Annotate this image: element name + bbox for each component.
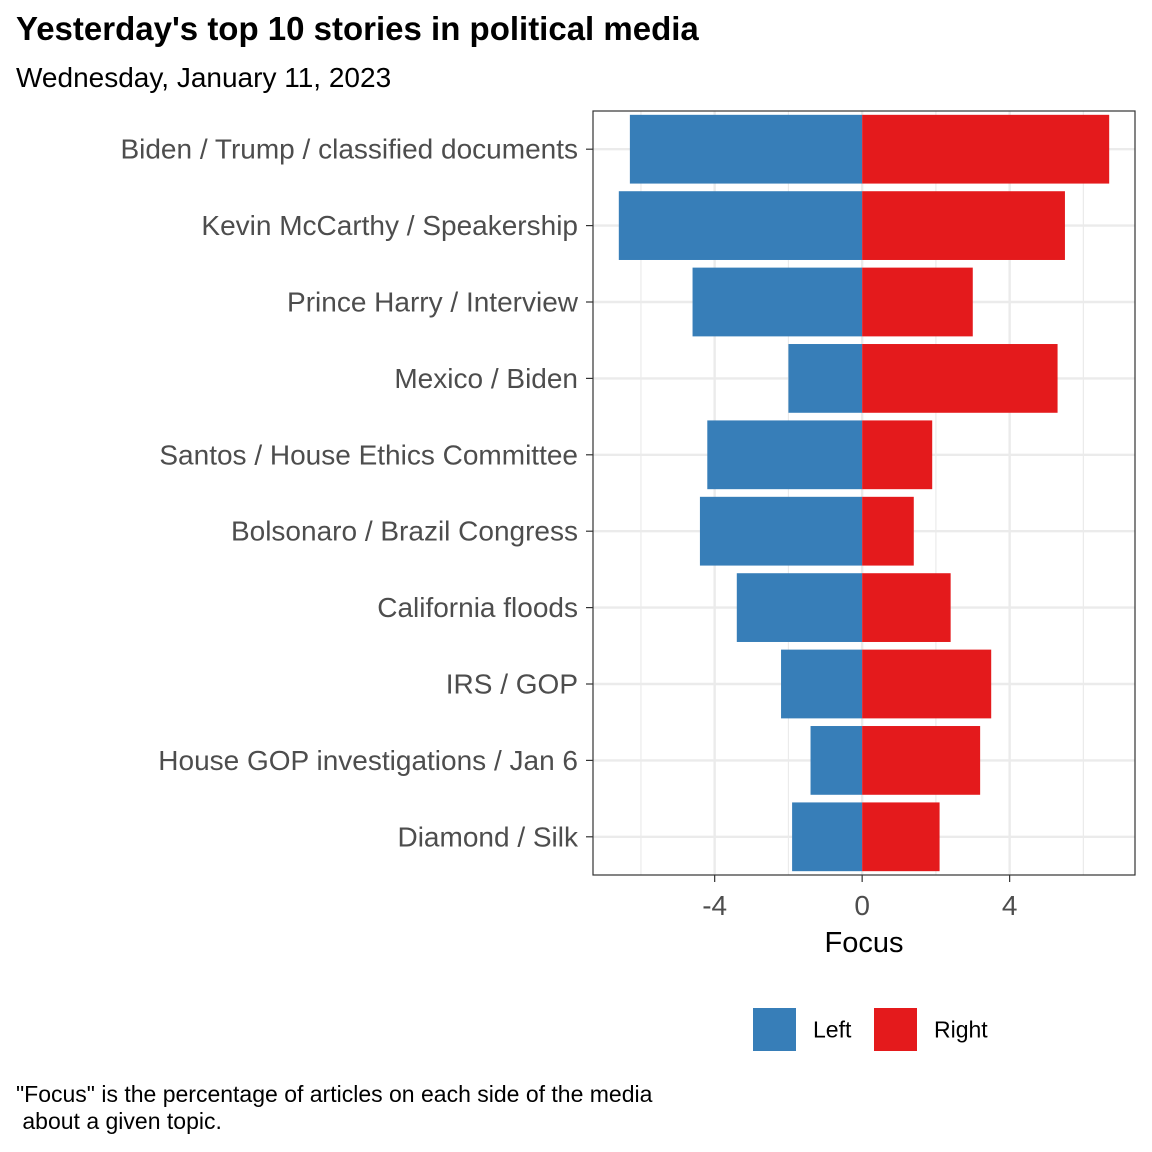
y-tick-label: Bolsonaro / Brazil Congress	[231, 516, 578, 547]
legend-key-left	[753, 1008, 796, 1051]
bar-right	[862, 726, 981, 795]
bar-right	[862, 802, 940, 872]
bar-left	[736, 573, 863, 642]
x-tick-label: 0	[854, 890, 870, 921]
panel-border	[592, 110, 1136, 876]
y-tick-label: Kevin McCarthy / Speakership	[201, 210, 578, 241]
bar-right	[862, 496, 914, 566]
x-axis: -4 0 4	[702, 875, 1017, 921]
bar-left	[618, 191, 863, 260]
legend: Left Right	[753, 1008, 988, 1051]
bar-left	[699, 496, 863, 566]
x-axis-title: Focus	[825, 927, 904, 959]
bar-right	[862, 420, 933, 490]
bar-left	[629, 114, 863, 184]
bar-left	[788, 344, 863, 413]
diverging-bar-chart: Biden / Trump / classified documents Kevi…	[120, 110, 1136, 1051]
chart-caption: "Focus" is the percentage of articles on…	[16, 1081, 653, 1134]
legend-label-left: Left	[813, 1017, 852, 1043]
chart-title: Yesterday's top 10 stories in political …	[16, 10, 699, 47]
bar-left	[707, 420, 863, 490]
legend-key-right	[874, 1008, 917, 1051]
chart-subtitle: Wednesday, January 11, 2023	[16, 62, 392, 93]
x-tick-label: 4	[1002, 890, 1018, 921]
bar-left	[692, 267, 863, 337]
y-tick-label: House GOP investigations / Jan 6	[158, 745, 578, 776]
bar-left	[792, 802, 863, 872]
bar-left	[781, 649, 863, 719]
bars	[618, 114, 1110, 872]
y-tick-label: Prince Harry / Interview	[287, 287, 579, 318]
bar-right	[862, 649, 992, 719]
x-tick-label: -4	[702, 890, 727, 921]
y-tick-label: Santos / House Ethics Committee	[159, 439, 578, 470]
bar-right	[862, 114, 1110, 184]
y-tick-label: California floods	[377, 592, 578, 623]
bar-right	[862, 191, 1065, 260]
bar-right	[862, 573, 951, 642]
bar-right	[862, 267, 973, 337]
bar-left	[810, 726, 863, 795]
legend-label-right: Right	[934, 1017, 988, 1043]
bar-right	[862, 344, 1058, 413]
y-tick-label: Diamond / Silk	[397, 821, 579, 852]
y-axis: Biden / Trump / classified documents Kevi…	[120, 134, 593, 852]
y-tick-label: Biden / Trump / classified documents	[120, 134, 578, 165]
y-tick-label: Mexico / Biden	[394, 363, 578, 394]
y-tick-label: IRS / GOP	[446, 669, 578, 700]
